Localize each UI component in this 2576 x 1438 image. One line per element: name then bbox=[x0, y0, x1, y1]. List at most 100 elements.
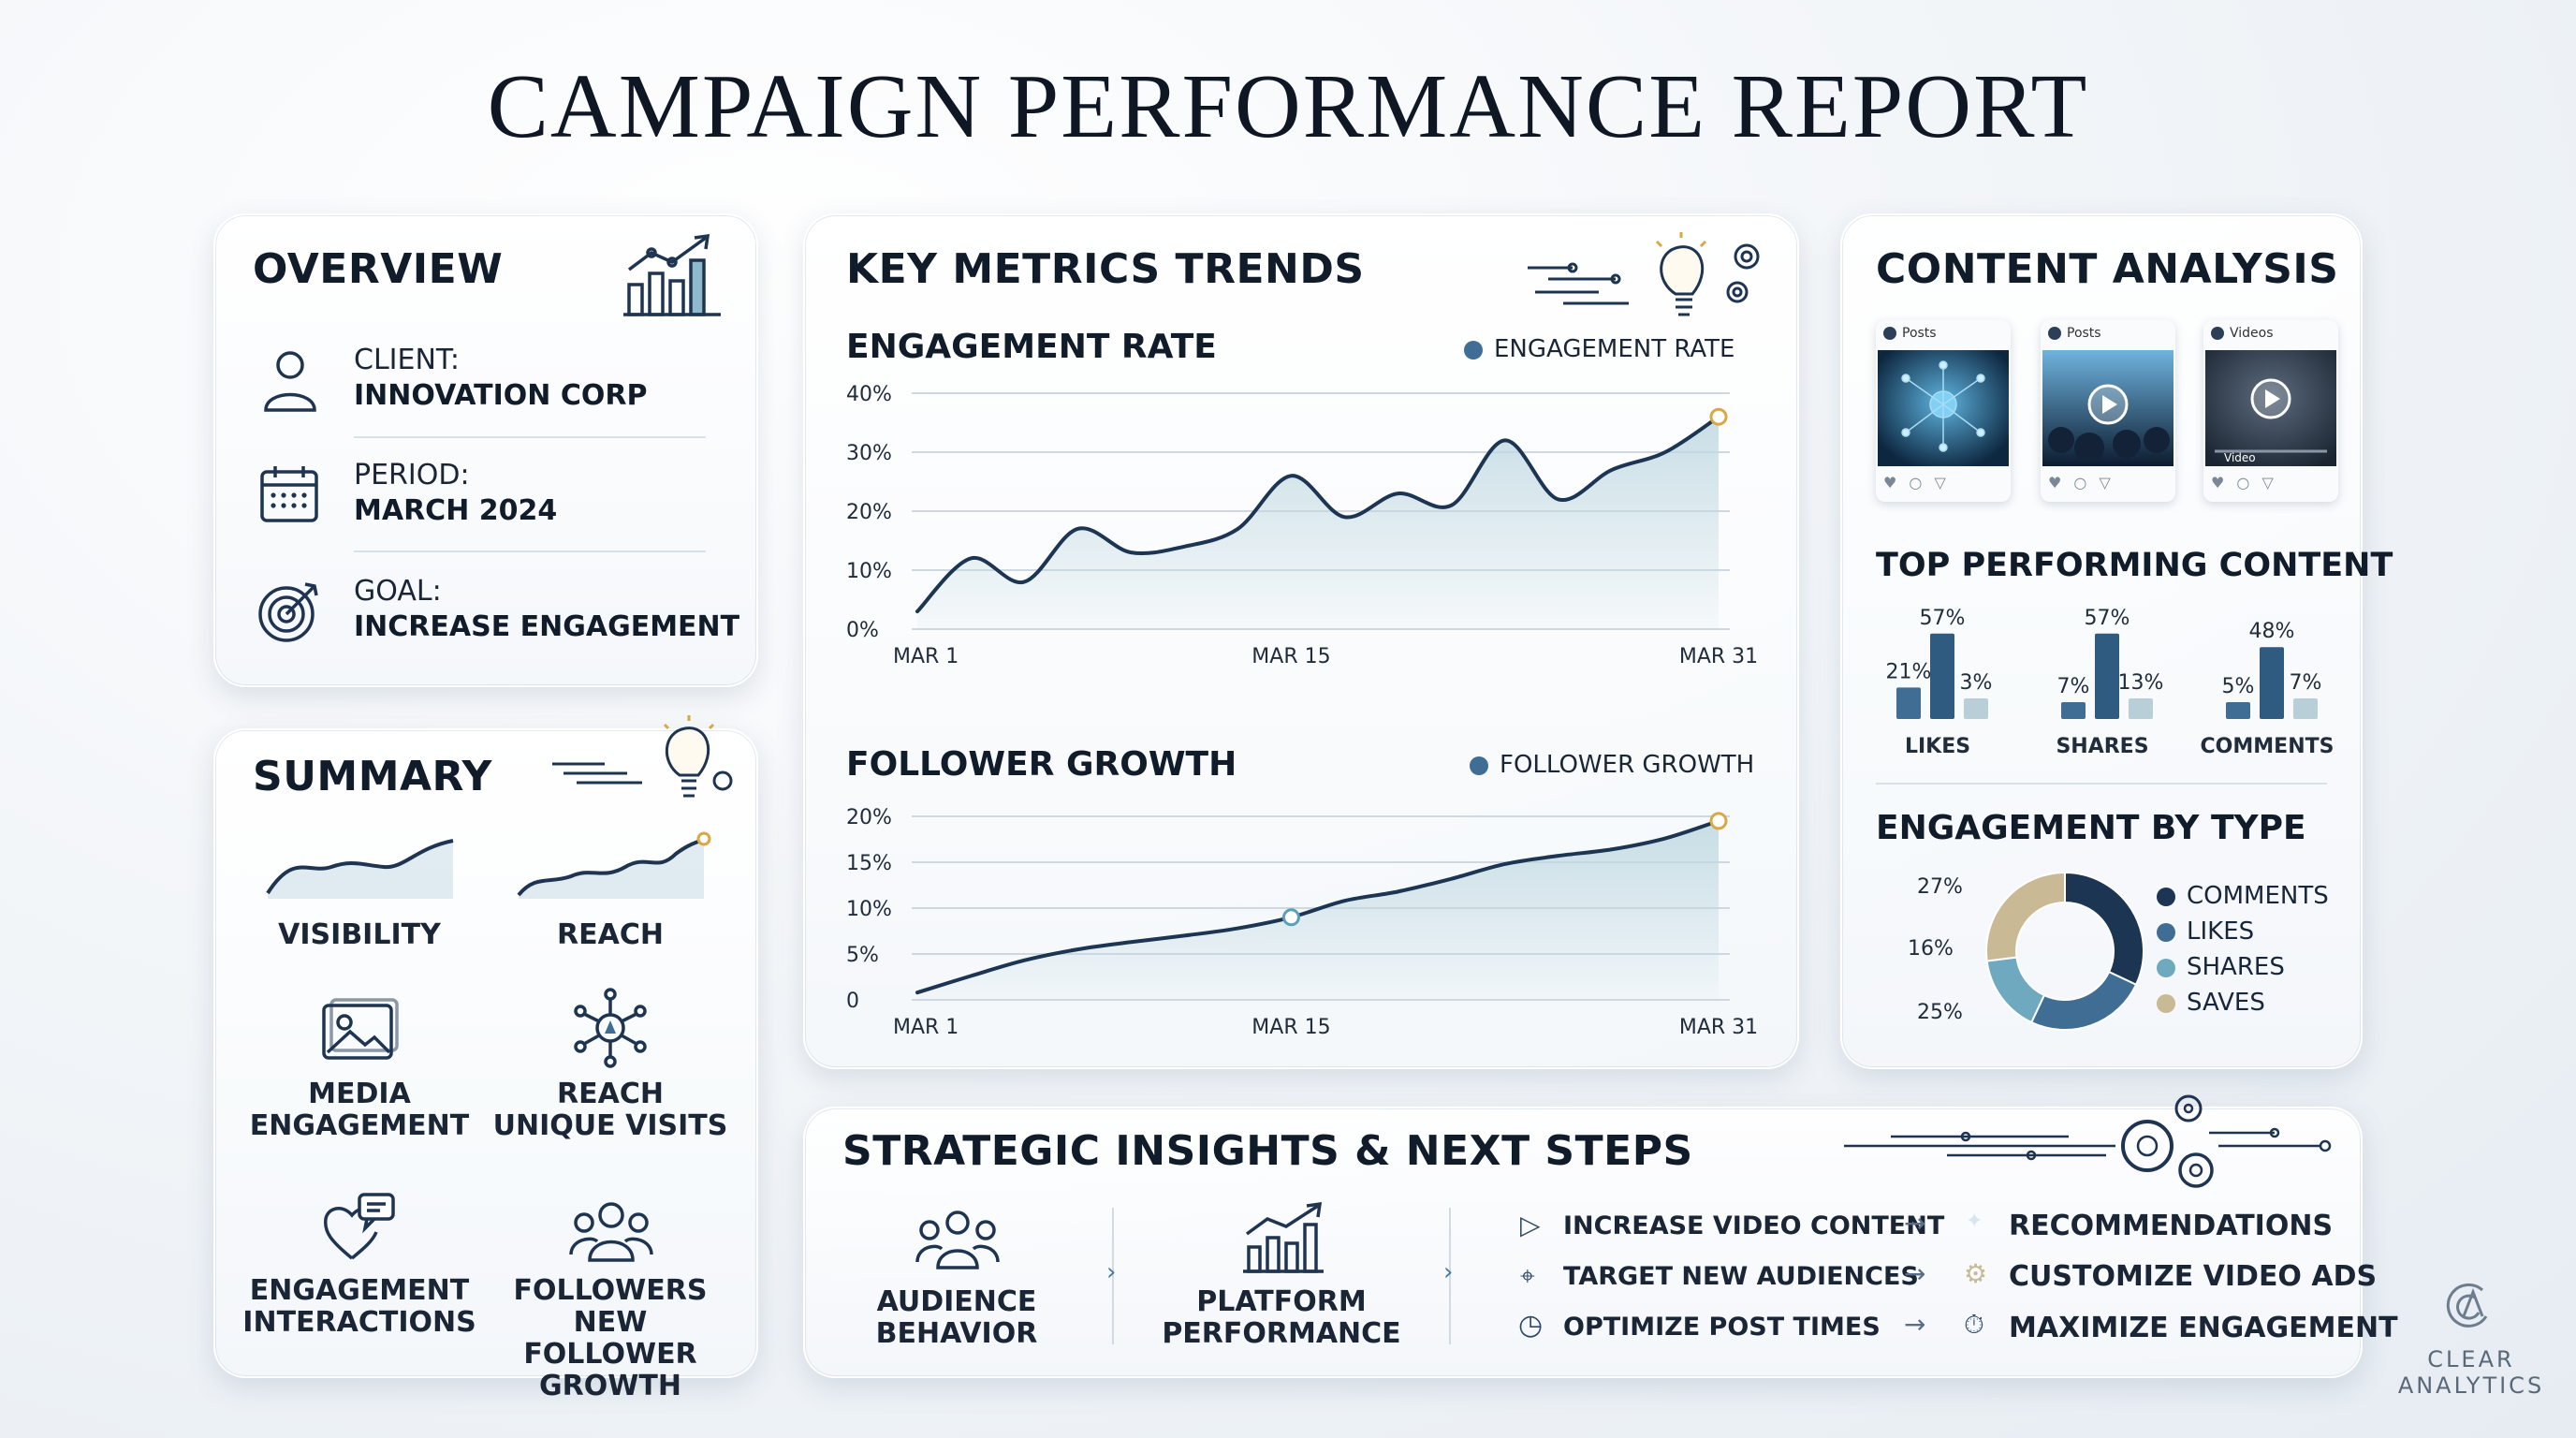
thumb-label: Posts bbox=[2067, 326, 2101, 341]
content-thumbnail-videos[interactable]: Videos Video ♥ ○ ▽ bbox=[2203, 320, 2338, 502]
brand-line2: ANALYTICS bbox=[2397, 1372, 2545, 1399]
top-performing-chart: 21% 57% 3% LIKES 7% 57% 13% SHARES 5% 48% 7% COMMEN… bbox=[1886, 607, 2334, 758]
arrow-right-icon: → bbox=[1904, 1309, 1926, 1340]
crowd-video-image bbox=[2042, 350, 2174, 466]
action-optimize-times: OPTIMIZE POST TIMES bbox=[1563, 1313, 1881, 1342]
goal-value: INCREASE ENGAGEMENT bbox=[354, 610, 740, 643]
bar bbox=[1930, 633, 1954, 719]
content-thumbnail-posts[interactable]: Posts ♥ ○ ▽ bbox=[1876, 320, 2011, 502]
result-customize-ads: CUSTOMIZE VIDEO ADS bbox=[2009, 1260, 2378, 1293]
bar bbox=[2095, 633, 2119, 719]
calendar-icon bbox=[260, 466, 318, 522]
visibility-trend-icon bbox=[266, 839, 454, 899]
legend-item-shares: SHARES bbox=[2157, 949, 2329, 985]
heart-chat-icon bbox=[323, 1193, 395, 1260]
platform-bar-chart-icon bbox=[1243, 1201, 1324, 1273]
thumb-actions: ♥ ○ ▽ bbox=[1883, 474, 1950, 492]
sparkle-icon: ✦ bbox=[1966, 1210, 1983, 1233]
bar-value-label: 57% bbox=[1920, 607, 1966, 630]
stopwatch-icon: ⏱ bbox=[1964, 1309, 1984, 1340]
divider bbox=[354, 550, 706, 552]
action-increase-video: INCREASE VIDEO CONTENT bbox=[1563, 1211, 1945, 1240]
period-label: PERIOD: bbox=[354, 459, 470, 492]
period-value: MARCH 2024 bbox=[354, 494, 558, 527]
top-performing-heading: TOP PERFORMING CONTENT bbox=[1876, 547, 2393, 584]
chevron-right-icon: › bbox=[1106, 1258, 1117, 1286]
platform-performance-label: PLATFORM PERFORMANCE bbox=[1162, 1285, 1401, 1350]
divider bbox=[354, 436, 706, 438]
donut-value-label: 16% bbox=[1908, 937, 1954, 961]
legend-item-comments: COMMENTS bbox=[2157, 878, 2329, 914]
client-label: CLIENT: bbox=[354, 344, 461, 376]
thumb-header: Posts bbox=[1883, 326, 1937, 341]
donut-slice bbox=[2029, 970, 2138, 1031]
content-analysis-heading: CONTENT ANALYSIS bbox=[1876, 245, 2339, 293]
gears-circuit-icon bbox=[1844, 1094, 2332, 1188]
thumb-label: Posts bbox=[1902, 326, 1937, 341]
follower-growth-chart: 20% 15% 10% 5% 0 MAR 1 MAR 15 MAR 31 bbox=[846, 806, 1758, 1039]
client-value: INNOVATION CORP bbox=[354, 379, 648, 412]
summary-panel bbox=[213, 728, 758, 1378]
overview-panel bbox=[213, 213, 758, 687]
key-metrics-heading: KEY METRICS TRENDS bbox=[846, 245, 1365, 293]
bar-category-label: SHARES bbox=[2056, 735, 2148, 758]
end-point-marker bbox=[1709, 407, 1728, 426]
x-tick-label: MAR 1 bbox=[893, 1016, 959, 1039]
result-maximize-engagement: MAXIMIZE ENGAGEMENT bbox=[2009, 1312, 2398, 1344]
legend-dot bbox=[1464, 340, 1483, 360]
users-group-icon bbox=[569, 1202, 653, 1262]
bar-category-label: LIKES bbox=[1905, 735, 1970, 758]
series-line bbox=[915, 818, 1720, 995]
y-tick-label: 10% bbox=[846, 898, 892, 921]
bar-value-label: 21% bbox=[1886, 660, 1932, 683]
target-icon bbox=[258, 582, 318, 642]
series-line bbox=[915, 415, 1720, 614]
y-tick-label: 0% bbox=[846, 619, 879, 642]
clock-icon: ◷ bbox=[1518, 1309, 1544, 1342]
network-hub-icon bbox=[574, 988, 647, 1068]
thumb-header: Posts bbox=[2048, 326, 2101, 341]
audience-group-icon bbox=[915, 1211, 1000, 1269]
donut-legend: COMMENTS LIKES SHARES SAVES bbox=[2157, 878, 2329, 1020]
summary-label-media-engagement: MEDIA ENGAGEMENT bbox=[249, 1078, 470, 1142]
audience-behavior-label: AUDIENCE BEHAVIOR bbox=[875, 1285, 1038, 1350]
chevron-right-icon: › bbox=[1443, 1258, 1454, 1286]
legend-label: LIKES bbox=[2187, 917, 2255, 946]
legend-label: SHARES bbox=[2187, 953, 2285, 981]
engagement-rate-heading: ENGAGEMENT RATE bbox=[846, 328, 1217, 366]
legend-dot bbox=[2157, 958, 2175, 977]
mid-point-marker bbox=[1281, 908, 1300, 927]
settings-icon: ⚙ bbox=[1964, 1258, 1988, 1289]
insights-heading: STRATEGIC INSIGHTS & NEXT STEPS bbox=[842, 1127, 1693, 1175]
y-tick-label: 30% bbox=[846, 442, 892, 465]
donut-slice bbox=[1985, 871, 2066, 962]
summary-label-followers: FOLLOWERS NEW FOLLOWER GROWTH bbox=[513, 1274, 708, 1402]
arrow-right-icon: → bbox=[1904, 1258, 1926, 1289]
x-tick-label: MAR 15 bbox=[1251, 1016, 1330, 1039]
bar-value-label: 57% bbox=[2085, 607, 2130, 630]
bar-value-label: 13% bbox=[2118, 671, 2164, 695]
bar-value-label: 7% bbox=[2290, 671, 2322, 695]
summary-label-visibility: VISIBILITY bbox=[278, 918, 441, 951]
thumb-actions: ♥ ○ ▽ bbox=[2211, 474, 2277, 492]
video-caption: Video bbox=[2224, 451, 2256, 464]
x-tick-label: MAR 15 bbox=[1251, 645, 1330, 668]
bar bbox=[2129, 698, 2153, 719]
legend-label: COMMENTS bbox=[2187, 882, 2329, 910]
y-tick-label: 5% bbox=[846, 944, 879, 967]
arrow-right-icon: → bbox=[1904, 1208, 1926, 1239]
y-tick-label: 0 bbox=[846, 990, 859, 1013]
y-tick-label: 15% bbox=[846, 852, 892, 875]
insights-panel bbox=[803, 1107, 2363, 1378]
content-thumbnail-posts-video[interactable]: Posts ♥ ○ ▽ bbox=[2041, 320, 2175, 502]
donut-slice bbox=[1985, 956, 2046, 1024]
y-tick-label: 10% bbox=[846, 560, 892, 583]
x-tick-label: MAR 1 bbox=[893, 645, 959, 668]
thumb-label: Videos bbox=[2230, 326, 2274, 341]
bar-value-label: 5% bbox=[2222, 675, 2255, 698]
legend-dot bbox=[1470, 756, 1488, 775]
donut-value-label: 27% bbox=[1917, 875, 1963, 899]
action-target-audiences: TARGET NEW AUDIENCES bbox=[1563, 1262, 1919, 1291]
divider bbox=[1449, 1208, 1451, 1344]
legend-item-likes: LIKES bbox=[2157, 914, 2329, 949]
